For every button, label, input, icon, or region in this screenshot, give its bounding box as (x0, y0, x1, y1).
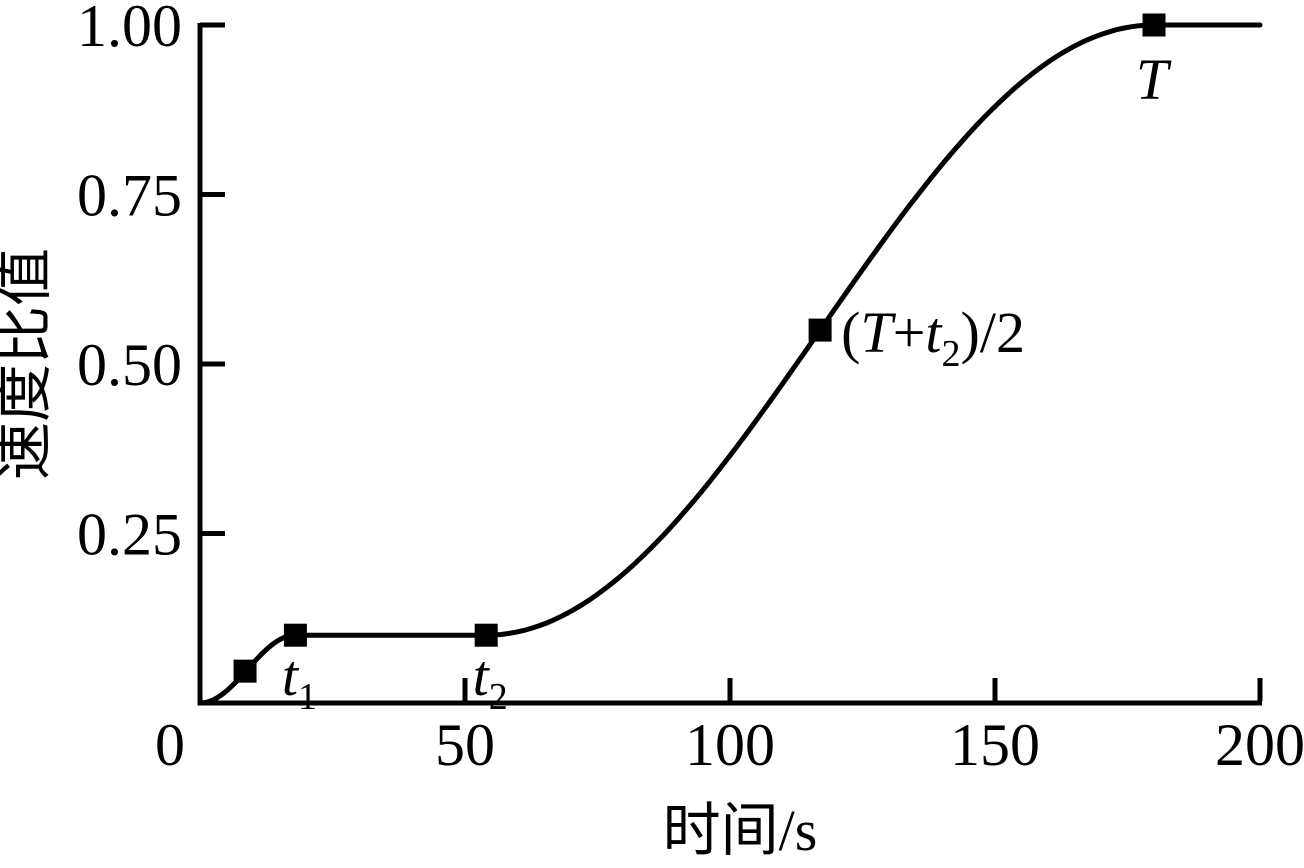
marker-label-part: 1 (298, 676, 317, 718)
marker-label-part: T (860, 300, 896, 365)
x-tick-label: 150 (950, 712, 1040, 778)
y-tick-label: 0.75 (77, 163, 182, 229)
marker-label-part: + (893, 300, 926, 365)
data-marker (1142, 13, 1166, 37)
marker-label: t2 (473, 643, 508, 718)
marker-label-part: ( (841, 300, 860, 365)
x-tick-label: 200 (1215, 712, 1304, 778)
y-axis-title: 速度比值 (0, 248, 57, 480)
data-marker (474, 623, 498, 647)
data-marker (283, 623, 307, 647)
x-tick-label: 0 (155, 712, 185, 778)
marker-label: T (1136, 47, 1172, 112)
data-marker (808, 318, 832, 342)
y-tick-label: 1.00 (77, 0, 182, 59)
marker-label-part: t (473, 643, 491, 708)
marker-label: t1 (282, 643, 317, 718)
marker-label: (T+t2)/2 (841, 300, 1025, 375)
marker-label-part: )/2 (961, 300, 1025, 365)
y-tick-label: 0.50 (77, 332, 182, 398)
marker-label-part: 2 (489, 676, 508, 718)
x-tick-label: 50 (435, 712, 495, 778)
marker-label-part: t (282, 643, 300, 708)
marker-label-part: 2 (942, 333, 961, 375)
x-tick-label: 100 (685, 712, 775, 778)
marker-label-part: T (1136, 47, 1172, 112)
marker-label-part: t (925, 300, 943, 365)
data-marker (233, 659, 257, 683)
speed-ratio-curve (197, 22, 1263, 706)
x-axis-title: 时间/s (663, 798, 818, 863)
y-tick-label: 0.25 (77, 502, 182, 568)
